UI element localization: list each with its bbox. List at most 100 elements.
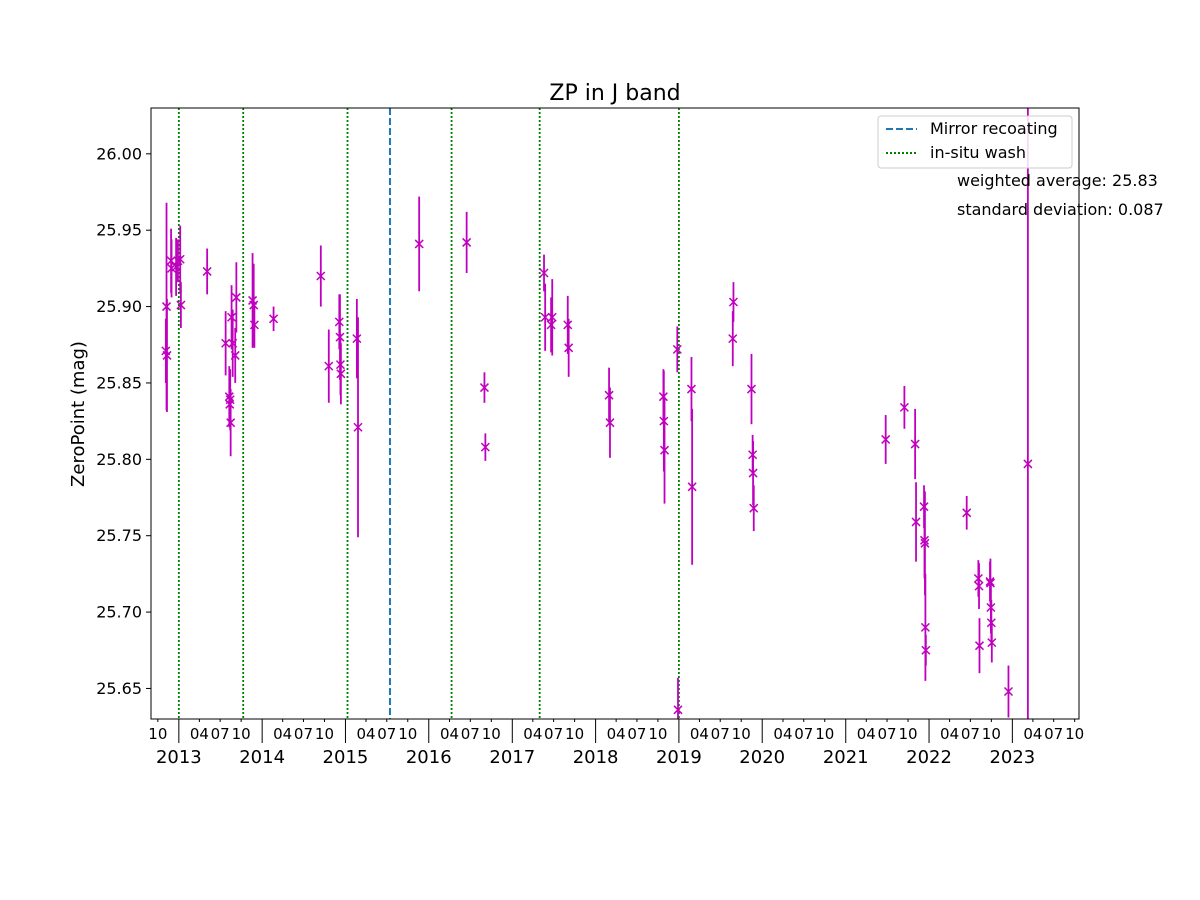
data-point-52 [746,353,757,425]
y-tick-label-2: 25.75 [96,526,142,545]
year-tick-label-2: 2015 [323,747,369,768]
month-tick-label-12: 10 [482,725,501,743]
month-tick-label-0: 10 [148,725,167,743]
data-point-38 [547,279,557,356]
data-point-9 [202,248,212,295]
marker-40 [564,343,574,353]
marker-59 [911,517,921,527]
month-tick-label-30: 10 [982,725,1001,743]
data-point-46 [672,326,682,373]
month-tick-label-29: 07 [961,725,980,743]
marker-56 [881,434,891,444]
month-tick-label-26: 07 [878,725,897,743]
y-tick-label-6: 25.95 [96,221,142,240]
marker-29 [352,334,362,344]
marker-68 [974,641,985,651]
marker-31 [414,239,424,249]
marker-52 [746,384,757,394]
year-tick-label-9: 2022 [906,747,952,768]
data-point-47 [673,677,683,719]
data-point-30 [353,317,363,538]
marker-22 [269,314,279,324]
data-series [161,108,1033,719]
marker-38 [547,312,557,322]
data-point-56 [881,415,891,464]
data-point-57 [899,386,909,429]
data-point-42 [605,387,615,458]
year-tick-label-8: 2021 [823,747,869,768]
data-point-8 [176,282,186,328]
marker-47 [673,705,683,715]
data-point-67 [974,563,984,610]
year-tick-label-7: 2020 [739,747,785,768]
marker-10 [221,338,231,348]
data-point-37 [546,297,556,353]
marker-2 [162,350,172,360]
marker-28 [336,369,346,379]
year-tick-label-0: 2013 [156,747,202,768]
data-point-18 [231,262,241,333]
data-point-68 [974,618,985,674]
marker-41 [604,390,614,400]
marker-67 [974,581,984,591]
marker-9 [202,266,212,276]
data-point-31 [414,196,424,292]
marker-39 [563,320,573,330]
marker-48 [686,384,696,394]
marker-73 [987,638,997,648]
month-tick-label-15: 10 [565,725,584,743]
y-axis-label: ZeroPoint (mag) [68,341,89,487]
data-point-45 [659,396,670,504]
month-tick-label-7: 04 [356,725,375,743]
marker-30 [353,422,363,432]
marker-50 [728,334,738,344]
marker-35 [539,268,549,278]
month-tick-label-3: 10 [232,725,251,743]
legend-frame [877,115,1073,169]
marker-34 [480,442,490,452]
marker-74 [1003,686,1014,697]
chart-title: ZP in J band [549,81,680,106]
data-point-39 [563,295,573,354]
marker-7 [175,254,185,264]
marker-42 [605,418,615,428]
month-tick-label-5: 07 [294,725,313,743]
y-tick-label-7: 26.00 [96,144,142,163]
marker-63 [920,622,930,632]
marker-15 [227,312,237,322]
marker-65 [962,508,972,518]
month-tick-label-17: 07 [627,725,646,743]
month-tick-label-4: 04 [273,725,292,743]
month-tick-label-19: 04 [690,725,709,743]
data-point-74 [1003,665,1014,718]
year-tick-label-5: 2018 [573,747,619,768]
legend-in-situ-wash-label: in-situ wash [930,143,1026,162]
marker-64 [921,645,931,655]
data-point-29 [352,298,362,379]
month-tick-label-16: 04 [607,725,626,743]
data-point-24 [324,329,334,403]
data-point-65 [962,495,972,530]
marker-51 [728,297,738,307]
month-tick-label-28: 04 [940,725,959,743]
data-point-21 [249,301,259,348]
data-point-28 [336,343,346,405]
marker-23 [316,271,326,281]
data-point-49 [687,408,697,565]
data-point-7 [175,225,185,293]
data-point-55 [749,485,759,532]
axes: 25.65 25.70 25.75 25.80 25.85 25.90 25.95 26.00… [96,107,1084,768]
month-tick-label-24: 10 [815,725,834,743]
data-point-15 [227,285,237,350]
month-tick-label-22: 04 [773,725,792,743]
data-point-36 [540,283,550,351]
marker-21 [249,320,259,330]
axes-frame [150,107,1080,720]
data-point-35 [539,254,549,292]
data-point-73 [987,622,997,663]
month-tick-label-2: 07 [211,725,230,743]
data-point-32 [462,211,472,273]
data-point-34 [480,433,490,461]
y-tick-label-0: 25.65 [96,679,142,698]
